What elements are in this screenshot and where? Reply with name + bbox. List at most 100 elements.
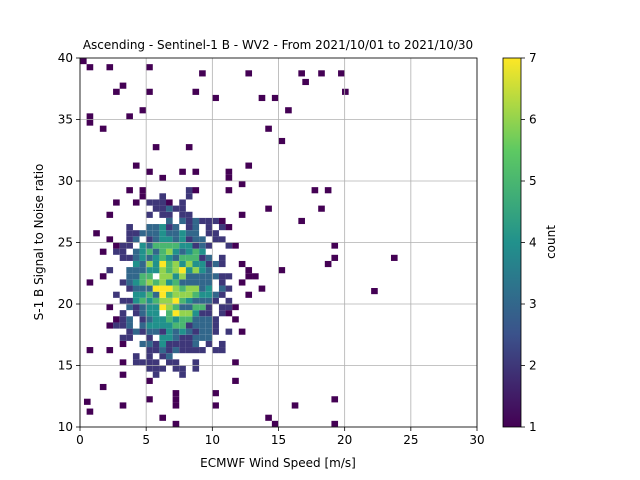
heatmap-cell	[238, 279, 246, 286]
heatmap-cell	[185, 267, 193, 274]
heatmap-cell	[132, 291, 140, 298]
heatmap-cell	[146, 359, 153, 366]
heatmap-cell	[185, 242, 193, 249]
heatmap-cell	[139, 273, 147, 280]
heatmap-cell	[132, 359, 140, 366]
heatmap-cell	[146, 297, 153, 304]
heatmap-cell	[192, 254, 200, 261]
heatmap-cell	[172, 285, 180, 292]
heatmap-cell-outlier	[371, 288, 378, 295]
heatmap-cell	[159, 328, 167, 335]
heatmap-cell	[179, 328, 186, 335]
heatmap-cell	[232, 304, 239, 311]
heatmap-cell	[179, 254, 186, 261]
colorbar	[502, 57, 522, 428]
heatmap-cell	[146, 334, 153, 341]
heatmap-cell	[146, 64, 153, 71]
heatmap-cell	[212, 291, 219, 298]
heatmap-cell	[152, 322, 160, 329]
heatmap-cell	[205, 285, 213, 292]
heatmap-cell	[146, 310, 153, 317]
heatmap-cell	[331, 396, 339, 403]
heatmap-cell	[232, 377, 239, 384]
heatmap-cell	[185, 310, 193, 317]
y-tick-label: 35	[58, 113, 73, 127]
heatmap-cell	[192, 304, 200, 311]
heatmap-cell	[185, 279, 193, 286]
heatmap-cell	[159, 230, 167, 237]
heatmap-cell	[166, 347, 173, 354]
heatmap-cell	[192, 328, 200, 335]
heatmap-cell	[205, 273, 213, 280]
heatmap-cell	[146, 322, 153, 329]
heatmap-cell	[185, 340, 193, 348]
heatmap-cell	[166, 310, 173, 317]
heatmap-cell	[205, 267, 213, 274]
heatmap-cell	[232, 359, 239, 366]
heatmap-cell	[172, 236, 180, 243]
heatmap-cell	[139, 260, 147, 268]
heatmap-cell	[205, 291, 213, 298]
heatmap-cell	[192, 88, 200, 95]
heatmap-cell	[185, 273, 193, 280]
heatmap-cell	[146, 291, 153, 298]
heatmap-cell	[192, 236, 200, 243]
heatmap-cell	[179, 291, 186, 298]
heatmap-cell	[205, 254, 213, 261]
heatmap-cell	[139, 304, 147, 311]
heatmap-cell	[126, 316, 133, 323]
heatmap-cell	[86, 113, 94, 120]
heatmap-cell	[205, 260, 213, 268]
heatmap-cell	[199, 297, 206, 304]
heatmap-cell	[218, 340, 226, 348]
heatmap-cell	[192, 365, 200, 372]
heatmap-cell	[159, 304, 167, 311]
heatmap-cell	[166, 217, 173, 225]
heatmap-cell	[179, 273, 186, 280]
heatmap-cell	[179, 340, 186, 348]
heatmap-cell	[324, 187, 332, 194]
heatmap-cell	[192, 340, 200, 348]
heatmap-cell	[238, 328, 246, 335]
heatmap-cell	[192, 334, 200, 341]
heatmap-cell	[166, 260, 173, 268]
heatmap-cell	[212, 260, 219, 268]
heatmap-cell	[139, 107, 147, 114]
heatmap-cell	[245, 162, 253, 169]
heatmap-cell	[218, 236, 226, 243]
heatmap-cell	[192, 168, 200, 175]
heatmap-cell	[172, 205, 180, 212]
heatmap-cell	[119, 316, 127, 323]
heatmap-cell	[199, 291, 206, 298]
heatmap-cell	[126, 187, 133, 194]
heatmap-cell	[185, 224, 193, 231]
heatmap-cell	[192, 359, 200, 366]
heatmap-cell	[265, 414, 272, 421]
heatmap-cell	[159, 199, 167, 206]
heatmap-cell	[119, 359, 127, 366]
heatmap-cell	[179, 260, 186, 268]
heatmap-cell	[199, 254, 206, 261]
heatmap-cell	[338, 70, 345, 77]
heatmap-cell	[291, 402, 299, 409]
heatmap-cell	[185, 322, 193, 329]
heatmap-cell	[185, 328, 193, 335]
heatmap-cell	[166, 316, 173, 323]
heatmap-cell	[146, 168, 153, 175]
heatmap-cell	[166, 267, 173, 274]
heatmap-cell	[212, 230, 219, 237]
heatmap-cell	[159, 248, 167, 255]
heatmap-cell	[119, 279, 127, 286]
heatmap-cell	[185, 211, 193, 218]
heatmap-cell	[146, 88, 153, 95]
heatmap-cell	[192, 217, 200, 225]
heatmap-cell	[166, 224, 173, 231]
heatmap-cell	[106, 267, 114, 274]
heatmap-cell	[192, 260, 200, 268]
heatmap-cell	[166, 353, 173, 360]
heatmap-cell	[278, 267, 286, 274]
heatmap-cell	[179, 211, 186, 218]
heatmap-cell	[185, 193, 193, 200]
heatmap-cell	[166, 211, 173, 218]
heatmap-cell	[212, 347, 219, 354]
